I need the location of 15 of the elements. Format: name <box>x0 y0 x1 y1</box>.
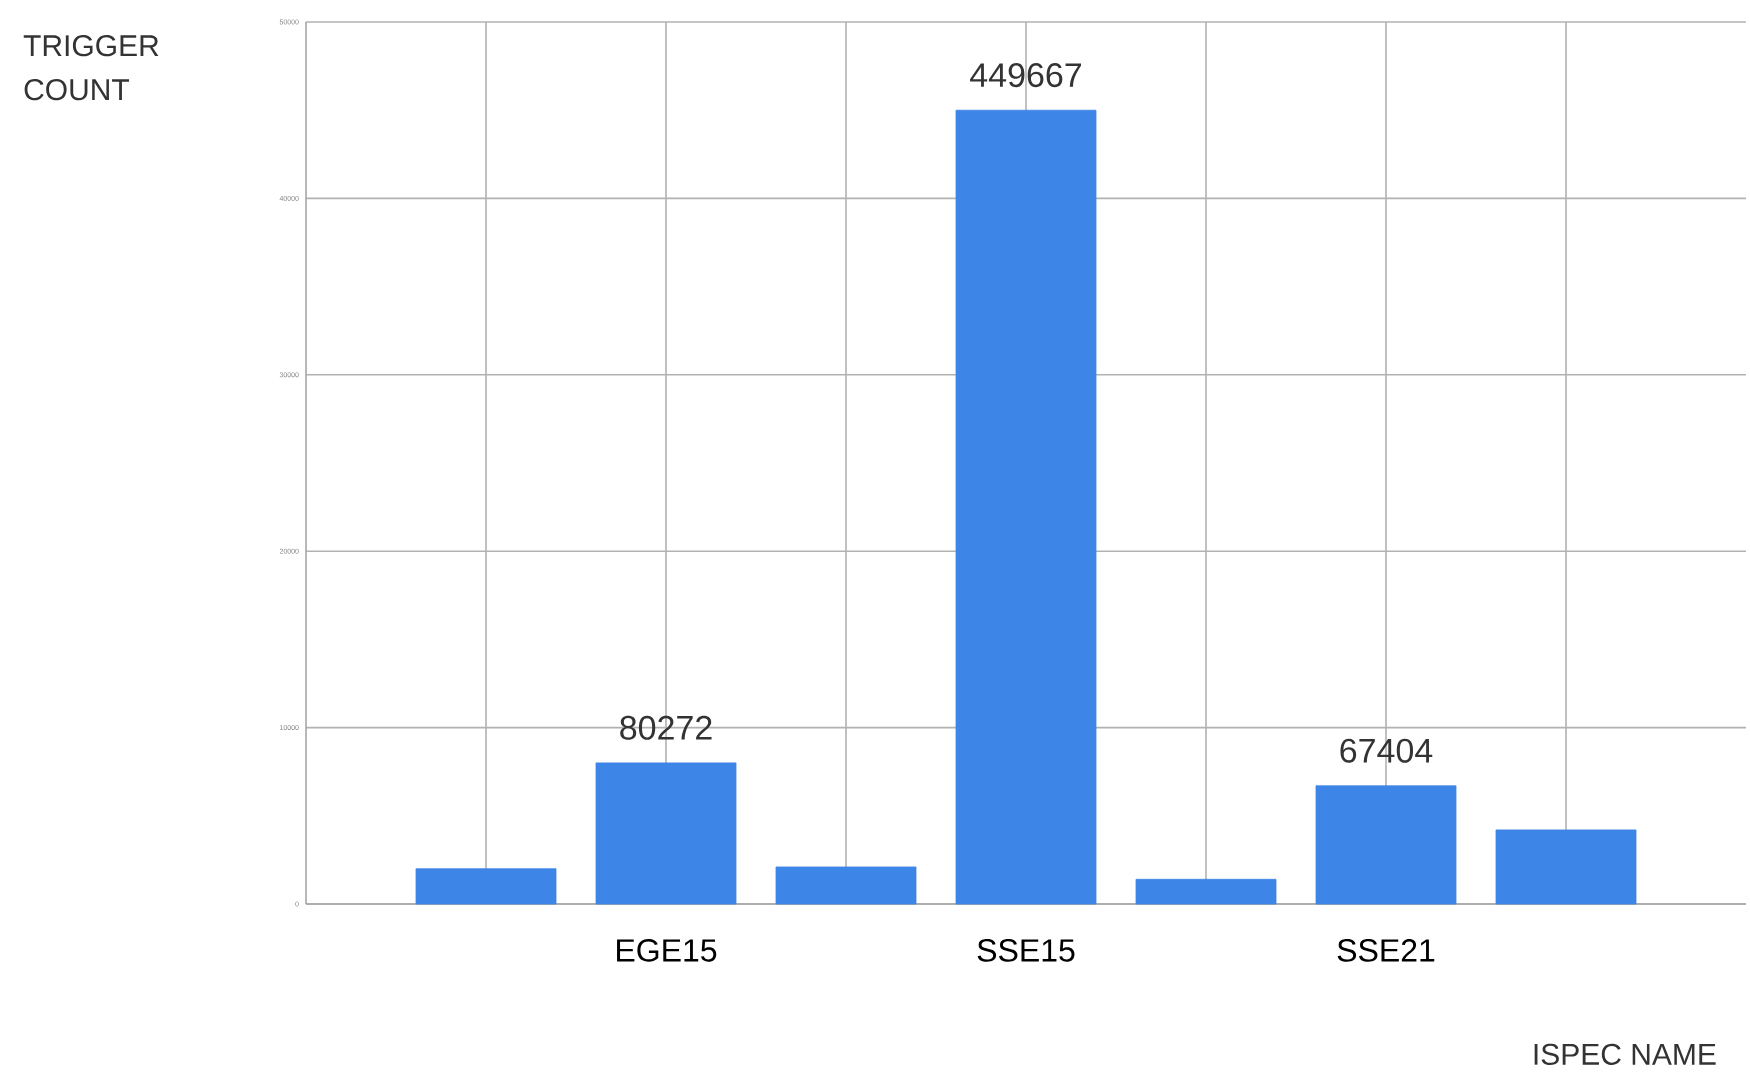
bar <box>595 762 737 905</box>
bar <box>1135 878 1277 905</box>
bar <box>415 868 557 905</box>
bar <box>955 109 1097 905</box>
x-tick-label: SSE21 <box>1337 939 1435 962</box>
bar <box>1495 829 1637 905</box>
bar <box>775 866 917 905</box>
annotation: 449667 <box>970 63 1081 88</box>
bar <box>1315 785 1457 905</box>
annotation: 80272 <box>620 715 712 740</box>
x-tick-label: SSE15 <box>977 939 1075 962</box>
x-tick-label: EGE15 <box>617 939 717 962</box>
y-axis-title: TRIGGER COUNT <box>23 35 159 101</box>
x-axis-title: ISPEC NAME <box>1534 1043 1716 1065</box>
annotation: 67404 <box>1340 738 1433 763</box>
